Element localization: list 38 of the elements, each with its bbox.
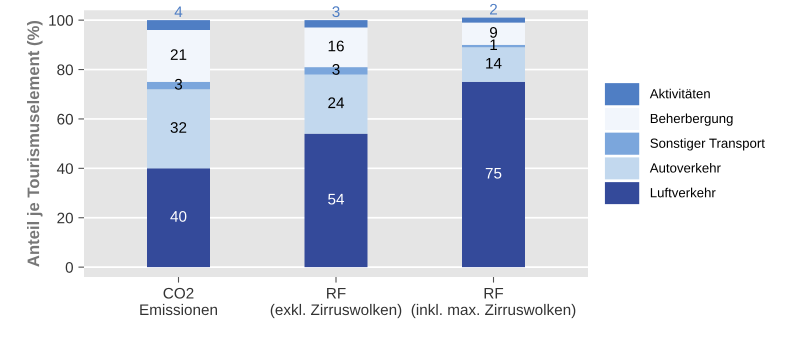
bar [147, 89, 210, 168]
bar [304, 20, 368, 28]
data-label: 14 [486, 58, 502, 69]
bar [462, 18, 525, 23]
x-tick-label: RF (exkl. Zirruswolken) [270, 288, 402, 318]
data-label: 4 [174, 6, 182, 17]
y-tick-label: 40 [56, 163, 73, 174]
bar [147, 20, 210, 30]
legend-label: Luftverkehr [650, 188, 716, 198]
y-axis-title: Anteil je Tourismuselement (%) [27, 20, 43, 267]
data-label: 40 [170, 211, 186, 222]
data-label: 75 [486, 168, 502, 179]
y-tick-label: 100 [49, 15, 73, 26]
data-label: 3 [174, 78, 182, 90]
data-label: 21 [170, 49, 186, 60]
data-label: 2 [490, 4, 497, 14]
x-tick-label: RF (inkl. max. Zirruswolken) [412, 288, 576, 318]
bar [304, 74, 368, 134]
y-tick-label: 20 [57, 212, 73, 224]
legend-label: Sonstiger Transport [650, 138, 765, 150]
data-label: 54 [328, 194, 344, 205]
y-tick-label: 60 [57, 114, 73, 125]
bar [147, 168, 210, 268]
x-tick-label: CO2 Emissionen [140, 288, 217, 316]
legend-label: Autoverkehr [650, 162, 721, 173]
data-label: 32 [170, 122, 186, 133]
data-label: 9 [490, 27, 498, 38]
data-label: 16 [328, 40, 344, 52]
data-label: 24 [328, 97, 344, 108]
y-tick-label: 0 [66, 262, 73, 273]
data-label: 3 [332, 6, 340, 18]
data-label: 1 [490, 40, 498, 50]
data-label: 3 [332, 64, 340, 75]
legend-label: Beherbergung [650, 113, 733, 126]
bar [304, 134, 368, 268]
y-tick-label: 80 [57, 64, 73, 76]
legend-label: Aktivitäten [650, 88, 710, 98]
bar [462, 82, 525, 268]
